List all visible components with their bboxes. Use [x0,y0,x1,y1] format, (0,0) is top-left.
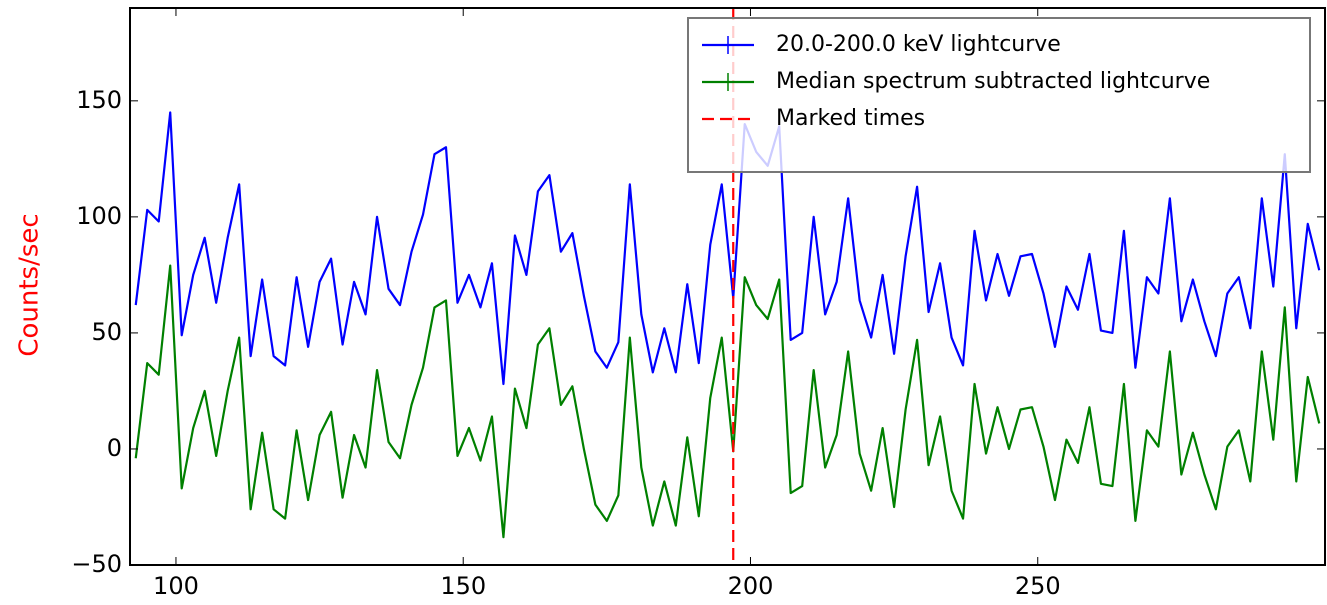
legend-label: Median spectrum subtracted lightcurve [776,69,1210,94]
legend-box [687,17,1311,173]
plot-frame [129,7,1326,566]
x-tick-label: 200 [728,572,774,600]
legend-label: 20.0-200.0 keV lightcurve [776,32,1061,57]
y-axis-label: Counts/sec [15,213,45,356]
legend: 20.0-200.0 keV lightcurve Median spectrum… [687,17,1311,173]
y-tick-label: 0 [107,434,122,462]
x-tick-label: 100 [153,572,199,600]
series-line [134,111,1321,386]
y-tick-label: 150 [76,86,122,114]
y-tick-label: −50 [71,550,122,578]
y-tick-label: 50 [91,318,122,346]
legend-label: Marked times [776,106,925,131]
x-tick-label: 150 [440,572,486,600]
series-line [134,264,1321,539]
y-tick-label: 100 [76,202,122,230]
x-tick-label: 250 [1015,572,1061,600]
